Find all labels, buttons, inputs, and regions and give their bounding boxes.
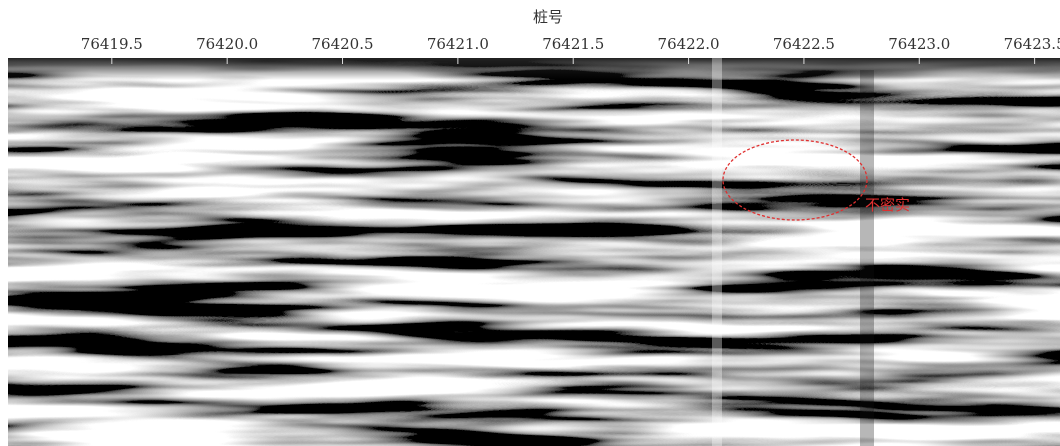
annotation: 不密实 [865, 196, 910, 214]
radar-image [8, 58, 1060, 446]
x-tick-label: 76420.0 [196, 35, 258, 53]
x-tick-label: 76421.0 [427, 35, 489, 53]
x-axis-label: 桩号 [533, 8, 563, 26]
x-tick-label: 76420.5 [312, 35, 374, 53]
x-tick-label: 76422.0 [658, 35, 720, 53]
x-tick-label: 76423.0 [888, 35, 950, 53]
x-tick-label: 76419.5 [81, 35, 143, 53]
chart: 桩号 不密实 76419.5 76420.0 76420.5 76421.0 76421… [0, 0, 1060, 446]
x-tick-label: 76423.5 [1004, 35, 1060, 53]
x-tick-label: 76421.5 [542, 35, 604, 53]
x-tick-label: 76422.5 [773, 35, 835, 53]
